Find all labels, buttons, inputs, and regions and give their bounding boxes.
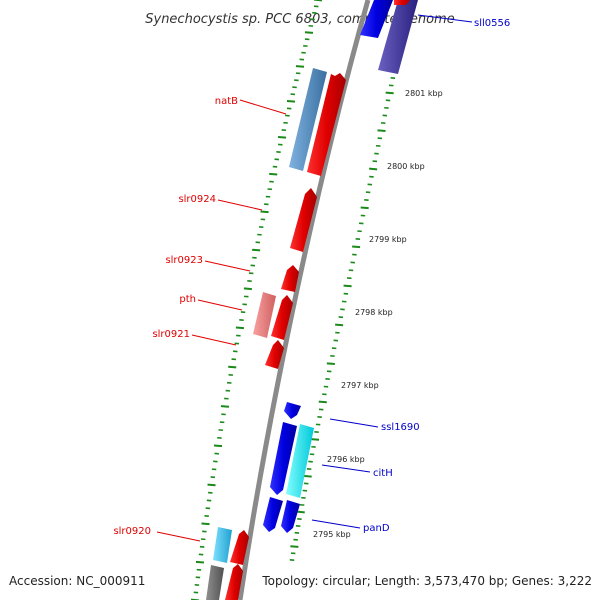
major-tick xyxy=(243,287,252,291)
label-ssl1690[interactable]: ssl1690 xyxy=(381,422,420,433)
major-tick xyxy=(235,326,244,330)
gene-panD-left[interactable] xyxy=(263,497,283,532)
scale-label: 2798 kbp xyxy=(355,308,393,317)
gene-panD[interactable] xyxy=(281,500,300,533)
label-citH[interactable]: citH xyxy=(373,468,393,479)
tick-ring-inner xyxy=(190,0,323,600)
label-pth[interactable]: pth xyxy=(179,294,196,305)
label-sll0556[interactable]: sll0556 xyxy=(474,18,510,29)
scale-label: 2795 kbp xyxy=(313,530,351,539)
gene-citH-blue[interactable] xyxy=(270,422,297,495)
major-tick xyxy=(343,284,352,288)
gene-ssl1690[interactable] xyxy=(284,402,301,419)
major-tick xyxy=(252,248,261,252)
gene-citH[interactable] xyxy=(286,424,314,498)
gene-pth[interactable] xyxy=(271,295,293,340)
major-tick xyxy=(377,129,386,132)
major-tick xyxy=(277,136,287,139)
major-tick xyxy=(207,483,216,487)
major-tick xyxy=(213,444,223,448)
scale-label: 2797 kbp xyxy=(341,381,379,390)
major-tick xyxy=(260,210,269,214)
gene-slr0920-sky[interactable] xyxy=(213,527,232,563)
major-tick xyxy=(195,560,205,564)
label-slr0924[interactable]: slr0924 xyxy=(178,194,216,205)
major-tick xyxy=(318,400,327,404)
major-tick xyxy=(360,206,369,210)
gene-sll0556[interactable] xyxy=(360,0,393,38)
gene-natB[interactable] xyxy=(307,73,346,176)
label-slr0920[interactable]: slr0920 xyxy=(113,526,151,537)
major-tick xyxy=(220,405,230,408)
scale-label: 2799 kbp xyxy=(369,235,407,244)
major-tick xyxy=(228,365,237,369)
label-leaders xyxy=(156,14,473,542)
gene-slr0920[interactable] xyxy=(230,530,249,565)
major-tick xyxy=(352,245,361,249)
major-tick xyxy=(290,545,299,548)
gene-slr0921[interactable] xyxy=(265,340,284,369)
gene-labels: sll0556 natB slr0924 slr0923 pth slr0921… xyxy=(113,18,510,537)
label-natB[interactable]: natB xyxy=(215,96,238,107)
major-tick xyxy=(201,522,210,526)
label-slr0921[interactable]: slr0921 xyxy=(152,329,190,340)
scale-label: 2801 kbp xyxy=(405,89,443,98)
gene-slr0924[interactable] xyxy=(290,188,317,252)
gene-slr0923[interactable] xyxy=(281,265,299,292)
gene-sll0556-neighbor[interactable] xyxy=(378,0,418,74)
genome-backbone xyxy=(237,0,371,600)
gene-pth-pink[interactable] xyxy=(253,292,276,338)
major-tick xyxy=(295,65,305,68)
major-tick xyxy=(326,362,335,365)
label-slr0923[interactable]: slr0923 xyxy=(165,255,203,266)
label-panD[interactable]: panD xyxy=(363,523,390,534)
scale-label: 2800 kbp xyxy=(387,162,425,171)
major-tick xyxy=(286,100,296,103)
major-tick xyxy=(385,91,394,95)
gene-bottom-red[interactable] xyxy=(225,564,243,600)
major-tick xyxy=(310,438,320,441)
major-tick xyxy=(296,510,305,514)
accession-text: Accession: NC_000911 xyxy=(9,574,145,588)
genome-summary-text: Topology: circular; Length: 3,573,470 bp… xyxy=(261,574,592,588)
major-tick xyxy=(369,167,378,171)
major-tick xyxy=(335,323,344,327)
major-tick xyxy=(269,172,278,176)
scale-label: 2796 kbp xyxy=(327,455,365,464)
scale-labels: 2801 kbp 2800 kbp 2799 kbp 2798 kbp 2797… xyxy=(313,89,443,539)
gene-natB-steel[interactable] xyxy=(289,68,327,171)
major-tick xyxy=(303,474,312,478)
major-tick xyxy=(304,31,314,34)
gene-sll0556-top[interactable] xyxy=(394,0,410,5)
gene-bottom-grey[interactable] xyxy=(206,565,224,600)
tick-ring-outer xyxy=(289,18,410,561)
